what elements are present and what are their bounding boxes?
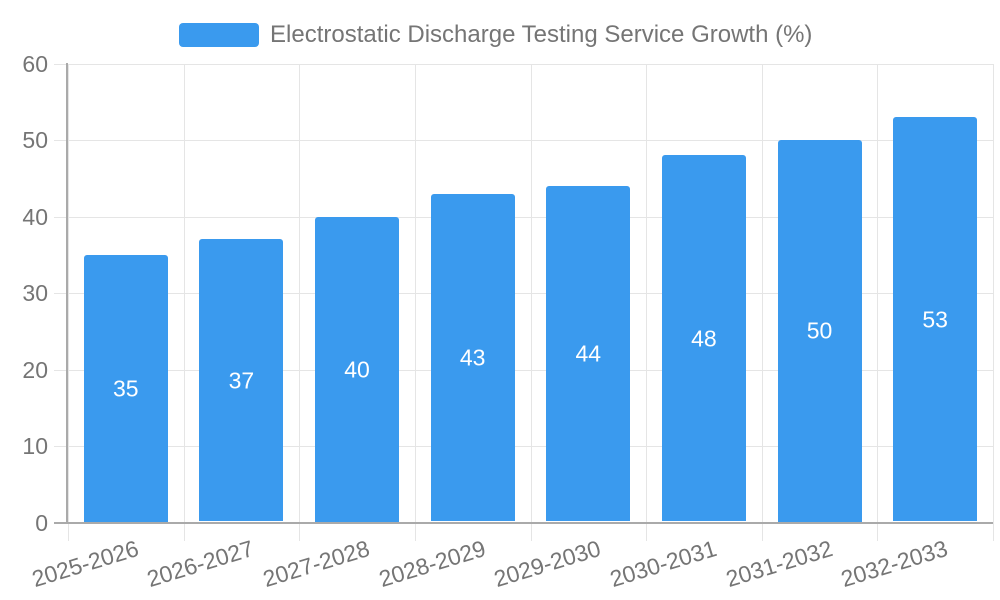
gridline-vertical <box>877 63 879 541</box>
y-tick-label: 60 <box>22 50 48 77</box>
legend-swatch <box>179 23 259 47</box>
bar-value-label: 40 <box>344 356 370 382</box>
gridline-vertical <box>68 63 69 541</box>
bar <box>430 193 515 522</box>
x-tick-label: 2032-2033 <box>837 535 951 593</box>
bar-value-label: 37 <box>228 367 255 394</box>
bar-value-label: 35 <box>113 375 139 402</box>
gridline-vertical <box>646 63 648 541</box>
x-tick-label: 2027-2028 <box>259 535 373 593</box>
bar-value-label: 48 <box>691 325 717 352</box>
gridline-horizontal <box>54 140 993 141</box>
gridline-horizontal <box>54 369 993 371</box>
gridline-vertical <box>183 63 185 541</box>
x-tick-label: 2025-2026 <box>28 535 142 593</box>
gridline-vertical <box>761 63 763 541</box>
bar-value-label: 53 <box>922 306 948 333</box>
bar <box>661 155 746 522</box>
gridline-vertical <box>993 63 994 541</box>
y-axis-line <box>66 63 68 524</box>
gridline-vertical <box>414 63 416 541</box>
gridline-horizontal <box>54 446 993 447</box>
y-tick-label: 20 <box>22 356 48 383</box>
bar <box>199 239 284 522</box>
gridline-horizontal <box>54 293 993 294</box>
bar-value-label: 43 <box>459 344 486 371</box>
legend-item[interactable]: Electrostatic Discharge Testing Service … <box>179 21 812 49</box>
gridline-horizontal <box>54 63 993 65</box>
bar-value-label: 50 <box>806 317 833 344</box>
x-tick-label: 2029-2030 <box>491 535 604 593</box>
bar <box>546 185 631 522</box>
y-tick-label: 40 <box>22 203 48 230</box>
bar <box>777 140 862 522</box>
x-tick-label: 2028-2029 <box>375 535 489 593</box>
bar <box>83 254 168 522</box>
bar-value-label: 44 <box>575 340 602 367</box>
gridline-vertical <box>299 63 301 541</box>
y-tick-label: 30 <box>22 280 48 306</box>
y-tick-label: 10 <box>22 433 48 459</box>
x-tick-label: 2031-2032 <box>722 535 836 593</box>
y-tick-label: 0 <box>35 509 48 536</box>
x-axis-line <box>54 521 993 524</box>
y-tick-label: 50 <box>22 127 48 153</box>
bar <box>315 216 400 522</box>
x-tick-label: 2030-2031 <box>606 535 720 593</box>
gridline-vertical <box>530 63 532 541</box>
bar <box>893 117 978 522</box>
gridline-horizontal <box>54 216 993 218</box>
x-tick-label: 2026-2027 <box>144 535 258 593</box>
legend-label: Electrostatic Discharge Testing Service … <box>270 21 813 48</box>
